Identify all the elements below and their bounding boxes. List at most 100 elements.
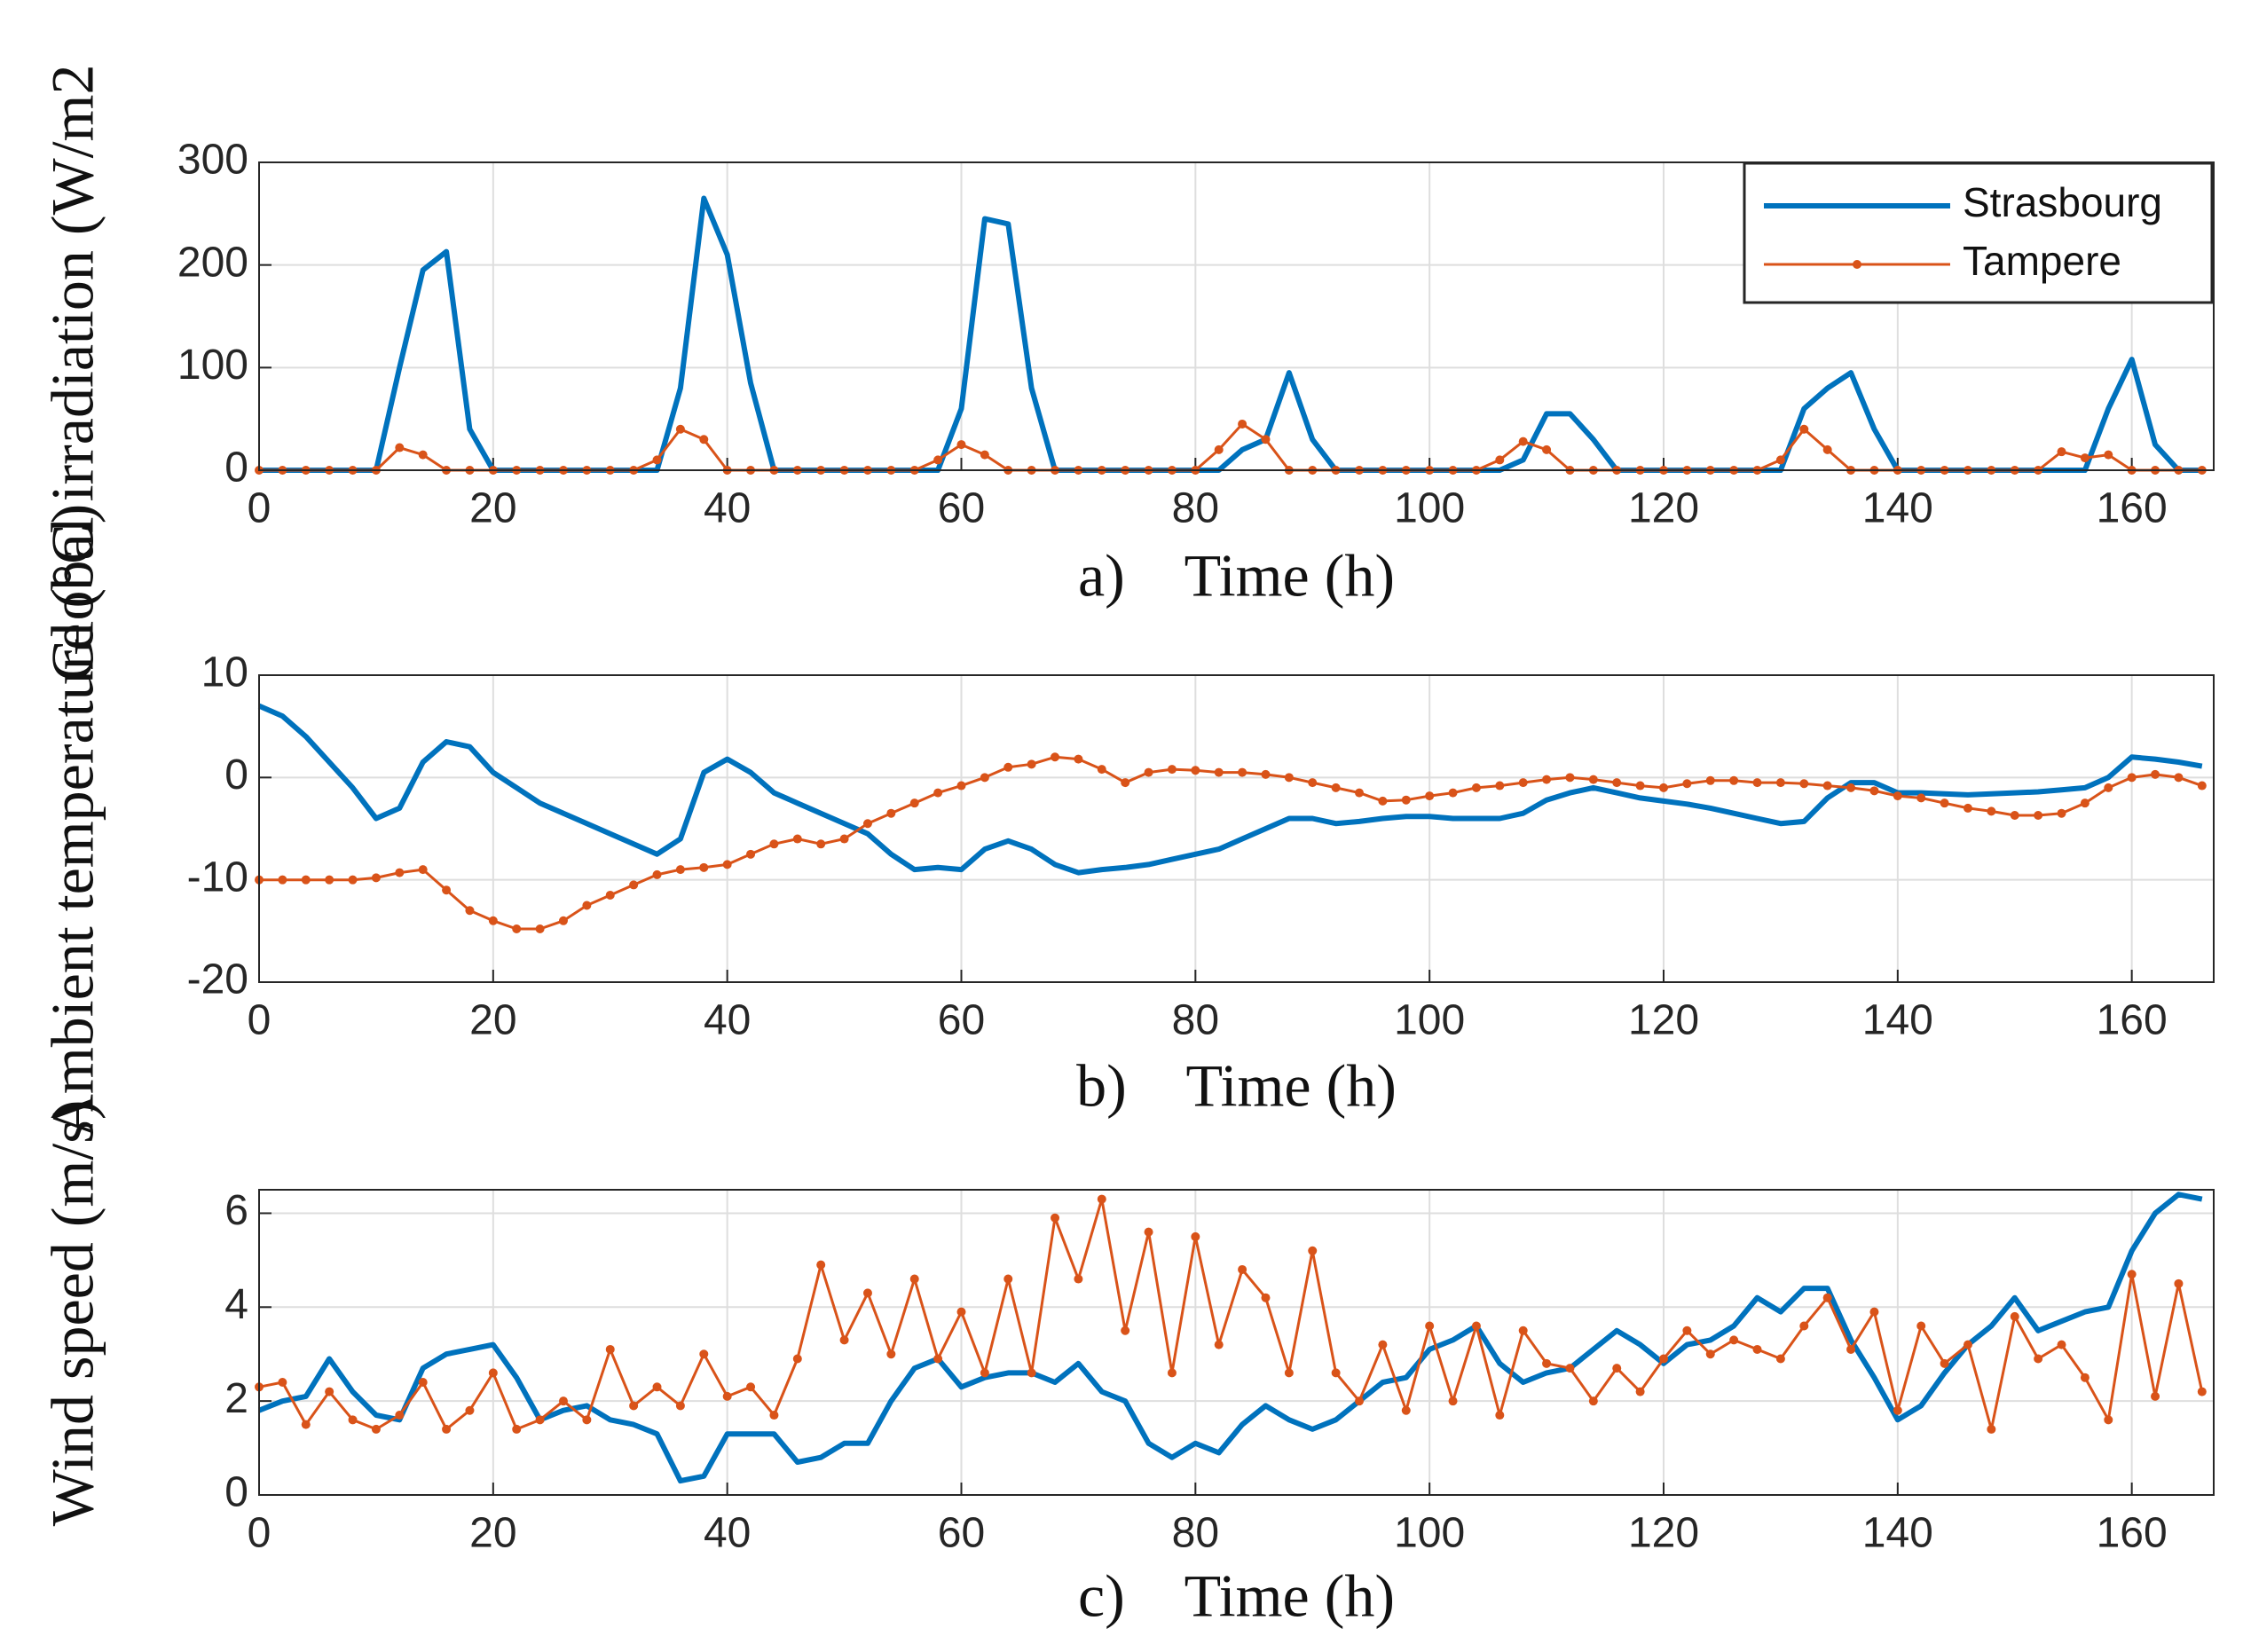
legend-marker	[1853, 260, 1861, 269]
series-marker	[1425, 1321, 1435, 1331]
series-marker	[395, 443, 405, 452]
axes-frame	[258, 674, 2215, 983]
series-marker	[792, 1354, 802, 1364]
series-marker	[699, 862, 709, 872]
series-marker	[1097, 1194, 1106, 1204]
series-marker	[371, 1424, 381, 1434]
series-marker	[1542, 1358, 1552, 1368]
series-marker	[1987, 1424, 1996, 1434]
x-tick-label: 0	[248, 997, 272, 1044]
series-marker	[1846, 783, 1856, 792]
x-tick-label: 140	[1862, 997, 1933, 1044]
series-marker	[1214, 767, 1224, 777]
x-tick-label: 80	[1172, 485, 1219, 532]
series-marker	[1682, 779, 1692, 789]
series-marker	[582, 901, 592, 910]
series-marker	[488, 916, 498, 925]
x-tick-label: 100	[1394, 1510, 1465, 1557]
series-marker	[1518, 778, 1528, 788]
x-tick-label: 40	[704, 485, 751, 532]
series-marker	[652, 1382, 662, 1392]
series-marker	[2057, 447, 2066, 457]
x-tick-label: 160	[2097, 997, 2168, 1044]
series-marker	[1027, 1368, 1036, 1378]
series-marker	[1238, 419, 1247, 429]
series-marker	[348, 875, 358, 885]
series-marker	[933, 1354, 943, 1364]
series-marker	[1261, 1293, 1271, 1302]
series-marker	[488, 1368, 498, 1378]
x-tick-label: 100	[1394, 997, 1465, 1044]
x-tick-label: 20	[469, 1510, 516, 1557]
series-marker	[1658, 783, 1668, 792]
series-marker	[1378, 1340, 1388, 1349]
series-marker	[1495, 1411, 1505, 1420]
series-marker	[1987, 806, 1996, 816]
series-marker	[746, 1382, 756, 1392]
series-marker	[652, 869, 662, 879]
series-marker	[1869, 1307, 1879, 1317]
x-tick-label: 140	[1862, 1510, 1933, 1557]
series-marker	[1705, 775, 1715, 785]
series-marker	[325, 1387, 334, 1396]
x-tick-label: 60	[938, 997, 985, 1044]
series-marker	[2127, 1270, 2137, 1279]
series-marker	[1588, 1396, 1598, 1406]
series-marker	[1214, 1340, 1224, 1349]
series-marker	[1893, 1405, 1902, 1415]
series-marker	[980, 773, 989, 783]
series-marker	[1214, 444, 1224, 454]
series-marker	[1448, 1396, 1458, 1406]
legend-label: Strasbourg	[1963, 179, 2162, 225]
series-marker	[1775, 1354, 1785, 1364]
series-marker	[722, 860, 732, 869]
series-marker	[558, 1396, 568, 1406]
x-tick-label: 140	[1862, 485, 1933, 532]
series-marker	[2034, 1354, 2043, 1364]
series-marker	[1518, 437, 1528, 446]
series-marker	[1261, 435, 1271, 444]
series-marker	[1097, 765, 1106, 775]
series-marker	[2057, 808, 2066, 818]
series-marker	[980, 450, 989, 460]
series-marker	[1144, 767, 1153, 777]
series-marker	[1074, 754, 1083, 764]
series-marker	[1471, 783, 1481, 792]
series-marker	[1121, 1326, 1130, 1335]
series-marker	[909, 798, 919, 808]
series-marker	[2010, 811, 2019, 821]
series-marker	[980, 1368, 989, 1378]
series-marker	[956, 1307, 966, 1317]
series-marker	[465, 1405, 475, 1415]
series-marker	[325, 875, 334, 885]
axes-frame	[258, 161, 2215, 471]
series-marker	[2104, 783, 2113, 792]
series-marker	[933, 455, 943, 465]
series-marker	[1331, 1368, 1341, 1378]
series-marker	[2197, 781, 2207, 791]
series-marker	[2104, 1415, 2113, 1425]
series-marker	[1705, 1349, 1715, 1359]
series-marker	[862, 819, 872, 829]
series-marker	[2174, 1278, 2184, 1288]
series-marker	[1051, 1213, 1060, 1223]
series-marker	[1588, 775, 1598, 784]
series-marker	[862, 1288, 872, 1298]
series-marker	[1799, 779, 1809, 789]
series-marker	[839, 1335, 849, 1345]
series-marker	[1612, 1364, 1622, 1373]
series-line	[257, 703, 2203, 876]
series-marker	[2197, 1387, 2207, 1396]
series-marker	[1495, 781, 1505, 791]
x-tick-label: 80	[1172, 1510, 1219, 1557]
series-marker	[558, 916, 568, 925]
series-marker	[371, 873, 381, 883]
series-marker	[1401, 795, 1411, 805]
y-tick-label: 0	[224, 444, 248, 492]
series-marker	[278, 875, 287, 885]
legend-label: Tampere	[1963, 238, 2121, 284]
series-marker	[1729, 1335, 1739, 1345]
series-marker	[1378, 796, 1388, 806]
series-marker	[1167, 1368, 1177, 1378]
